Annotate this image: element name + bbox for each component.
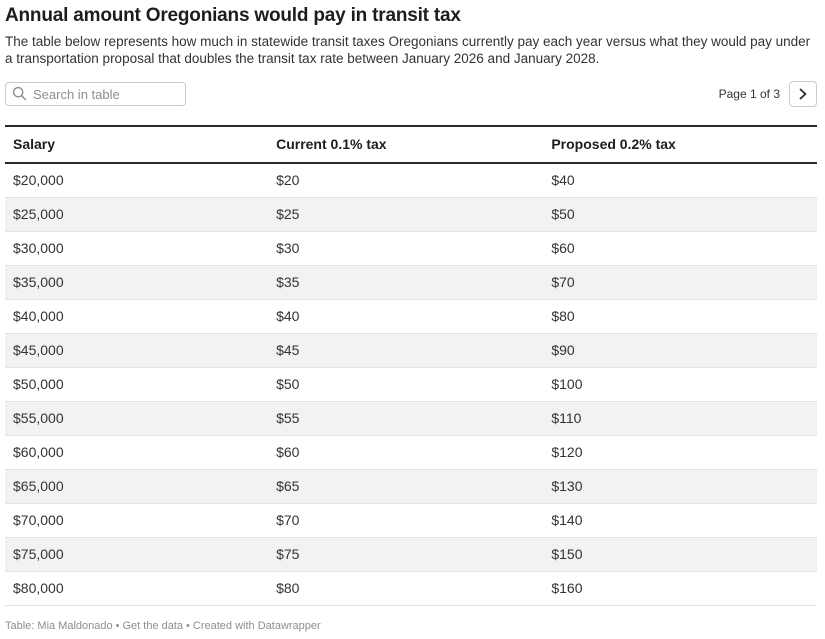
get-data-link[interactable]: Get the data [122,619,184,632]
table-body: $20,000 $20 $40 $25,000 $25 $50 $30,000 $30 $60 $… [5,162,817,606]
table-cell: $110 [551,409,582,426]
table-cell: $60,000 [13,443,64,460]
pagination-label: Page 1 of 3 [718,87,780,102]
footer-attribution: Table: Mia Maldonado [5,619,113,632]
table-row: $40,000 $40 $80 [5,299,817,334]
table-cell: $80 [276,579,300,596]
table-cell: $80 [551,307,575,324]
table-cell: $70 [276,511,300,528]
table-head: Salary Current 0.1% tax Proposed 0.2% tax [5,125,817,163]
table-cell: $50 [551,205,575,222]
table-row: $25,000 $25 $50 [5,197,817,232]
table-cell: $30 [276,239,300,256]
table-cell: $80,000 [13,579,64,596]
table-footer: Table: Mia Maldonado • Get the data • Create… [5,619,817,633]
table-cell: $100 [551,375,583,392]
table-cell: $65 [276,477,300,494]
table-row: $30,000 $30 $60 [5,231,817,266]
table-cell: $50 [276,375,300,392]
table-cell: $40 [276,307,300,324]
table-cell: $35,000 [13,273,64,290]
page-title: Annual amount Oregonians would pay in tr… [5,5,461,26]
data-table: Salary Current 0.1% tax Proposed 0.2% tax … [5,125,817,606]
table-cell: $55,000 [13,409,64,426]
footer-separator: • [115,619,120,632]
table-cell: $55 [276,409,300,426]
table-cell: $25 [276,205,300,222]
table-cell: $75 [276,545,300,562]
table-cell: $40,000 [13,307,64,324]
table-row: $45,000 $45 $90 [5,333,817,368]
footer-separator: • [186,619,190,632]
table-cell: $45,000 [13,341,64,358]
column-header: Salary [13,135,56,152]
column-header: Proposed 0.2% tax [551,135,676,152]
table-cell: $60 [551,239,575,256]
table-cell: $75,000 [13,545,64,562]
table-cell: $70,000 [13,511,64,528]
table-cell: $40 [551,171,575,188]
description: The table below represents how much in s… [5,34,811,66]
controls-bar: Page 1 of 3 [5,81,817,108]
search-box[interactable] [5,82,186,107]
chevron-right-icon [799,88,807,100]
table-cell: $35 [276,273,300,290]
table-cell: $50,000 [13,375,64,392]
table-cell: $30,000 [13,239,64,256]
table-cell: $60 [276,443,300,460]
table-cell: $45 [276,341,300,358]
table-cell: $65,000 [13,477,64,494]
table-row: $80,000 $80 $160 [5,571,817,606]
table-cell: $25,000 [13,205,64,222]
column-header: Current 0.1% tax [276,135,387,152]
table-cell: $20,000 [13,171,64,188]
next-page-button[interactable] [789,81,817,108]
table-cell: $150 [551,545,583,562]
table-row: $20,000 $20 $40 [5,162,817,198]
table-row: $75,000 $75 $150 [5,537,817,572]
pagination: Page 1 of 3 [718,81,817,108]
table-row: $50,000 $50 $100 [5,367,817,402]
search-input[interactable] [5,82,186,107]
datawrapper-credit-link[interactable]: Created with Datawrapper [192,619,321,632]
table-row: $60,000 $60 $120 [5,435,817,470]
table-cell: $90 [551,341,575,358]
table-cell: $70 [551,273,575,290]
table-cell: $130 [551,477,583,494]
table-cell: $160 [551,579,583,596]
table-cell: $20 [276,171,300,188]
table-row: $65,000 $65 $130 [5,469,817,504]
table-header-row: Salary Current 0.1% tax Proposed 0.2% tax [5,125,817,163]
table-cell: $140 [551,511,583,528]
table-cell: $120 [551,443,583,460]
table-row: $35,000 $35 $70 [5,265,817,300]
table-row: $55,000 $55 $110 [5,401,817,436]
table-row: $70,000 $70 $140 [5,503,817,538]
